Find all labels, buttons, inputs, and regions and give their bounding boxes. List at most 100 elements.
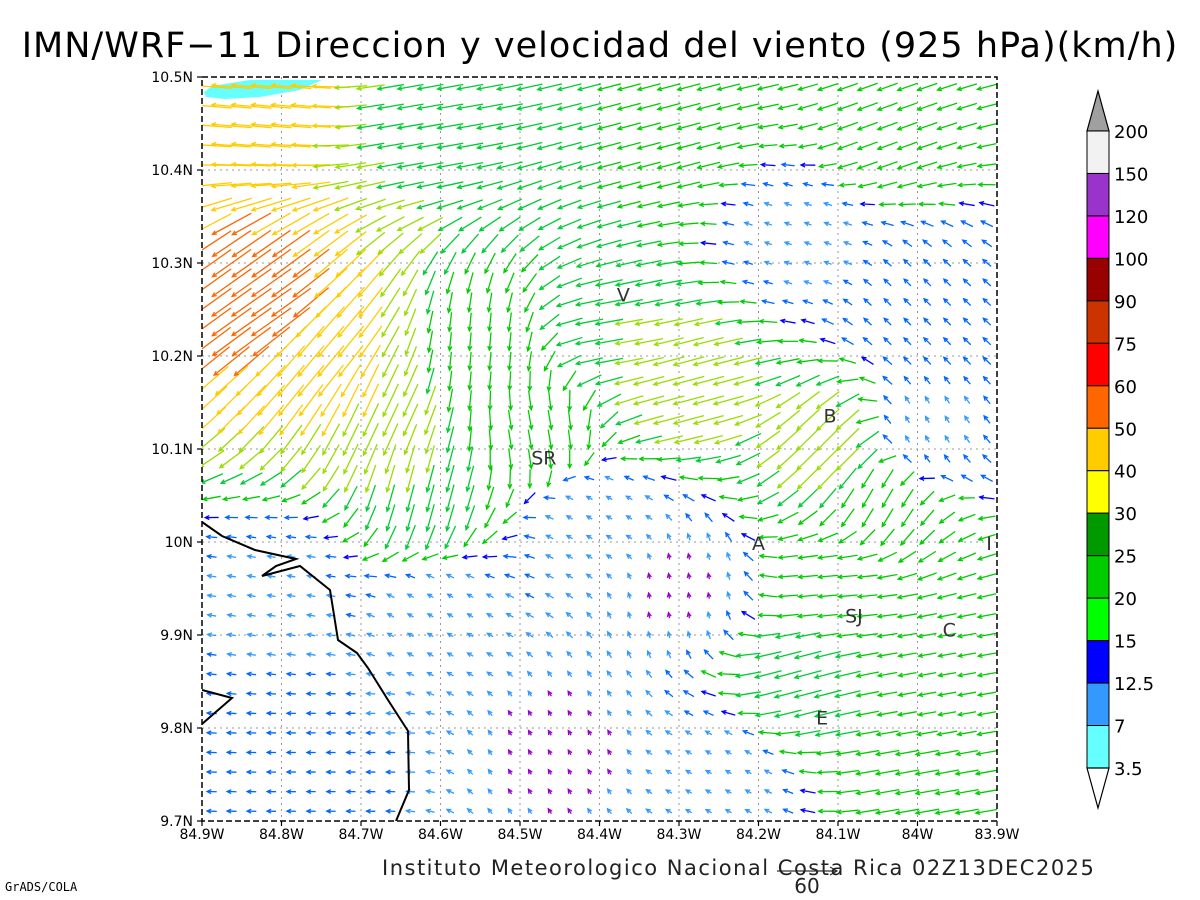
wind-vector [922, 297, 932, 306]
wind-vector-head [666, 572, 672, 579]
wind-vector-head [616, 105, 623, 111]
wind-vector-shaft [743, 552, 754, 562]
wind-vector [814, 729, 841, 738]
wind-vector-shaft [477, 198, 503, 210]
wind-vector [436, 181, 464, 190]
wind-vector-head [619, 456, 626, 462]
wind-vector-head [406, 593, 413, 599]
wind-vector-head [842, 279, 849, 285]
wind-vector-head [345, 671, 352, 677]
wind-vector-shaft [856, 808, 880, 814]
wind-vector-shaft [737, 103, 760, 110]
wind-vector-head [230, 206, 237, 212]
wind-vector-shaft [758, 614, 779, 617]
wind-vector-head [744, 750, 750, 755]
wind-vector-shaft [457, 123, 484, 129]
wind-vector [365, 691, 376, 697]
wind-vector-head [505, 612, 512, 618]
wind-vector-head [375, 205, 382, 210]
wind-vector [736, 495, 759, 502]
wind-vector [796, 613, 819, 619]
wind-vector-shaft [897, 613, 918, 618]
wind-vector-head [956, 711, 963, 717]
wind-vector-shaft [683, 690, 695, 698]
wind-vector-head [562, 385, 568, 392]
wind-vector-head [919, 500, 926, 506]
wind-vector-shaft [464, 252, 476, 274]
wind-vector-shaft [958, 671, 977, 677]
wind-vector [627, 591, 632, 599]
wind-vector-shaft [382, 551, 399, 562]
wind-vector-head [386, 632, 393, 638]
legend-bottom-triangle [1086, 767, 1110, 811]
wind-vector-head [664, 689, 670, 696]
wind-vector [803, 280, 813, 285]
wind-vector-head [800, 318, 807, 324]
wind-vector [940, 220, 954, 228]
wind-vector [202, 268, 232, 291]
wind-vector [225, 769, 237, 775]
wind-vector-head [919, 520, 926, 527]
wind-vector-shaft [759, 594, 778, 598]
wind-vector-head [586, 630, 592, 637]
wind-vector [606, 689, 612, 697]
wind-vector-head [982, 336, 988, 343]
wind-vector [626, 709, 632, 717]
wind-vector-head [506, 345, 513, 352]
wind-vector [365, 632, 375, 638]
wind-vector [724, 789, 732, 795]
wind-vector [652, 395, 685, 406]
wind-vector-head [286, 612, 293, 618]
wind-vector [976, 122, 997, 130]
wind-vector-head [862, 278, 869, 284]
wind-vector [699, 240, 717, 246]
wind-vector-head [856, 106, 863, 112]
wind-vector [365, 505, 377, 531]
wind-vector-shaft [817, 770, 839, 774]
wind-vector [356, 123, 385, 131]
wind-vector [381, 306, 401, 338]
wind-vector-shaft [547, 429, 553, 449]
wind-vector-head [527, 709, 533, 716]
wind-vector [954, 808, 979, 816]
wind-vector-shaft [488, 371, 492, 390]
wind-vector-head [936, 613, 943, 619]
wind-vector-head [799, 808, 806, 814]
wind-vector-head [214, 390, 221, 396]
wind-vector [816, 122, 839, 131]
wind-vector-shaft [402, 269, 419, 296]
wind-vector-shaft [657, 161, 681, 169]
wind-vector-shaft [231, 268, 272, 297]
wind-vector-shaft [424, 385, 437, 415]
wind-vector-head [684, 769, 691, 775]
wind-vector-head [528, 424, 534, 431]
legend-swatch [1086, 257, 1110, 302]
wind-vector-shaft [517, 83, 543, 91]
wind-vector-shaft [231, 103, 272, 109]
wind-vector-head [528, 405, 534, 412]
wind-vector-shaft [734, 375, 763, 386]
wind-vector-shaft [758, 103, 779, 110]
wind-vector-head [776, 444, 782, 451]
wind-vector-head [203, 515, 210, 521]
wind-vector-head [883, 297, 889, 304]
wind-vector [556, 102, 582, 111]
wind-vector-head [505, 502, 511, 509]
wind-vector [555, 297, 583, 308]
wind-vector-head [365, 769, 371, 775]
wind-vector [476, 198, 503, 211]
wind-vector-head [230, 141, 237, 147]
wind-vector [800, 318, 815, 325]
wind-vector-head [305, 808, 312, 814]
wind-vector-shaft [673, 375, 705, 386]
wind-vector [466, 632, 474, 638]
wind-vector-shaft [417, 103, 444, 110]
wind-vector-shaft [838, 161, 858, 169]
wind-vector-head [304, 534, 311, 540]
wind-vector-head [305, 632, 312, 638]
wind-vector-head [467, 425, 473, 432]
wind-vector [607, 768, 613, 775]
wind-vector [776, 448, 800, 470]
wind-vector-shaft [251, 248, 292, 278]
wind-vector-head [834, 731, 841, 737]
